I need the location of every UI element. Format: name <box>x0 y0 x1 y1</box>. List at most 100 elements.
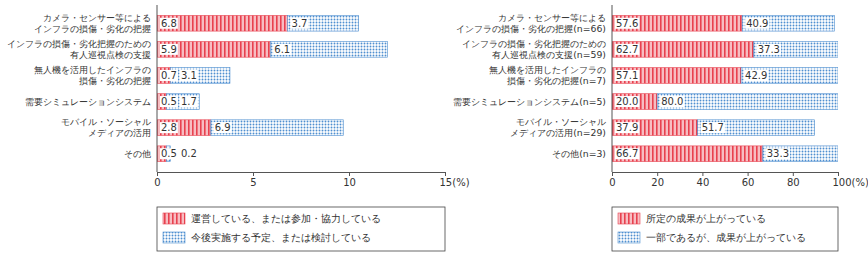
data-labels: 6.83.75.96.10.73.10.51.72.86.90.50.2 <box>160 18 308 159</box>
data-label-background <box>615 70 639 81</box>
data-label: 5.9 <box>161 44 177 55</box>
legend-swatch <box>618 213 640 224</box>
data-label-group: 62.7 <box>615 44 639 55</box>
bar <box>612 146 763 162</box>
tick: 80 <box>787 172 800 188</box>
data-label-group: 6.1 <box>273 44 291 55</box>
axis-line <box>158 173 446 177</box>
category-label-line: モバイル・ソーシャル <box>61 116 151 127</box>
bar <box>170 68 230 84</box>
data-label-group: 6.8 <box>160 18 178 29</box>
data-label-group: 0.7 <box>160 70 178 81</box>
data-label-group: 0.5 <box>160 148 178 159</box>
data-label-group: 80.0 <box>660 96 684 107</box>
tick: 100(%) <box>833 172 868 188</box>
data-label-group: 0.5 <box>160 96 178 107</box>
data-label: 33.3 <box>767 148 789 159</box>
category-label: インフラの損傷・劣化把握のための有人巡視点検の支援 <box>7 38 151 60</box>
axis-line <box>613 173 839 177</box>
tick-label: 5 <box>250 177 256 188</box>
tick-label: 10 <box>343 177 356 188</box>
category-label-line: インフラの損傷・劣化の把握(n=66) <box>456 23 606 34</box>
category-label: 無人機を活用したインフラの損傷・劣化の把握(n=7) <box>489 64 606 86</box>
data-label-background <box>660 96 684 107</box>
data-label: 6.1 <box>274 44 290 55</box>
bars <box>612 15 838 161</box>
tick-mark <box>748 172 749 176</box>
data-label-group: 37.9 <box>615 122 639 133</box>
data-label-background <box>615 44 639 55</box>
data-label-background <box>701 122 725 133</box>
tick: 0 <box>609 172 615 188</box>
data-label-background <box>757 44 781 55</box>
data-label-background <box>180 96 198 107</box>
tick-label: 15(%) <box>440 177 470 188</box>
data-label-group: 66.7 <box>615 148 639 159</box>
bar <box>657 94 838 110</box>
category-label-line: 需要シミュレーションシステム <box>25 96 151 107</box>
data-label: 6.9 <box>215 122 231 133</box>
data-label-background <box>744 70 768 81</box>
data-label-group: 2.8 <box>160 122 178 133</box>
data-label-group: 6.9 <box>214 122 232 133</box>
data-label-group: 1.7 <box>180 96 198 107</box>
chart: 57.640.962.737.357.142.920.080.037.951.7… <box>453 5 868 251</box>
legend-box <box>157 207 445 251</box>
tick-mark <box>838 172 839 176</box>
category-label: モバイル・ソーシャルメディアの活用 <box>61 116 151 138</box>
data-label: 2.8 <box>161 122 177 133</box>
data-label-background <box>160 148 178 159</box>
category-label-line: 損傷・劣化の把握 <box>79 75 151 86</box>
x-axis: 0 20 40 60 80 100(%) <box>609 172 868 188</box>
data-label: 6.8 <box>161 18 177 29</box>
bar <box>157 15 288 31</box>
bar <box>741 68 838 84</box>
category-label-line: インフラの損傷・劣化把握のための <box>7 38 151 49</box>
category-labels: カメラ・センサー等によるインフラの損傷・劣化の把握(n=66)インフラの損傷・劣… <box>453 12 606 159</box>
tick: 60 <box>742 172 755 188</box>
legend-swatch <box>163 232 185 243</box>
data-label: 57.1 <box>616 70 638 81</box>
data-label: 20.0 <box>616 96 638 107</box>
tick-label: 40 <box>697 177 710 188</box>
data-label: 0.7 <box>161 70 177 81</box>
data-label-group: 3.1 <box>180 70 198 81</box>
legend-swatch <box>163 213 185 224</box>
category-labels: カメラ・センサー等によるインフラの損傷・劣化の把握インフラの損傷・劣化把握のため… <box>7 12 151 159</box>
data-label: 37.3 <box>758 44 780 55</box>
data-label-group: 42.9 <box>744 70 768 81</box>
data-label-group: 57.1 <box>615 70 639 81</box>
category-label-line: モバイル・ソーシャル <box>516 116 606 127</box>
data-label-background <box>160 70 178 81</box>
category-label-line: カメラ・センサー等による <box>498 12 606 23</box>
bar <box>157 42 270 58</box>
category-label-line: 有人巡視点検の支援(n=59) <box>492 49 606 60</box>
data-label: 80.0 <box>661 96 683 107</box>
legend: 所定の成果が上がっている一部であるが、成果が上がっている <box>612 207 838 251</box>
category-label: 需要シミュレーションシステム(n=5) <box>453 96 606 107</box>
data-label-background <box>615 18 639 29</box>
tick-label: 60 <box>742 177 755 188</box>
bar <box>270 42 387 58</box>
data-label-group: 33.3 <box>766 148 790 159</box>
data-label: 62.7 <box>616 44 638 55</box>
data-label-background <box>180 70 198 81</box>
data-label-background <box>615 148 639 159</box>
tick-label: 0 <box>609 177 615 188</box>
category-label: カメラ・センサー等によるインフラの損傷・劣化の把握 <box>34 12 151 34</box>
tick-mark <box>253 172 254 176</box>
legend-label: 一部であるが、成果が上がっている <box>646 232 806 243</box>
legend-label: 運営している、または参加・協力している <box>191 213 381 224</box>
data-label-background <box>160 18 178 29</box>
data-labels: 57.640.962.737.357.142.920.080.037.951.7… <box>615 18 790 159</box>
bar <box>612 120 698 136</box>
bar <box>754 42 838 58</box>
tick-mark <box>445 172 446 176</box>
tick-label: 20 <box>651 177 664 188</box>
bar <box>211 120 343 136</box>
data-label-background <box>766 148 790 159</box>
data-label: 42.9 <box>745 70 767 81</box>
category-label: モバイル・ソーシャルメディアの活用(n=29) <box>510 116 606 138</box>
x-axis: 051015(%) <box>154 172 469 188</box>
bar <box>612 15 742 31</box>
